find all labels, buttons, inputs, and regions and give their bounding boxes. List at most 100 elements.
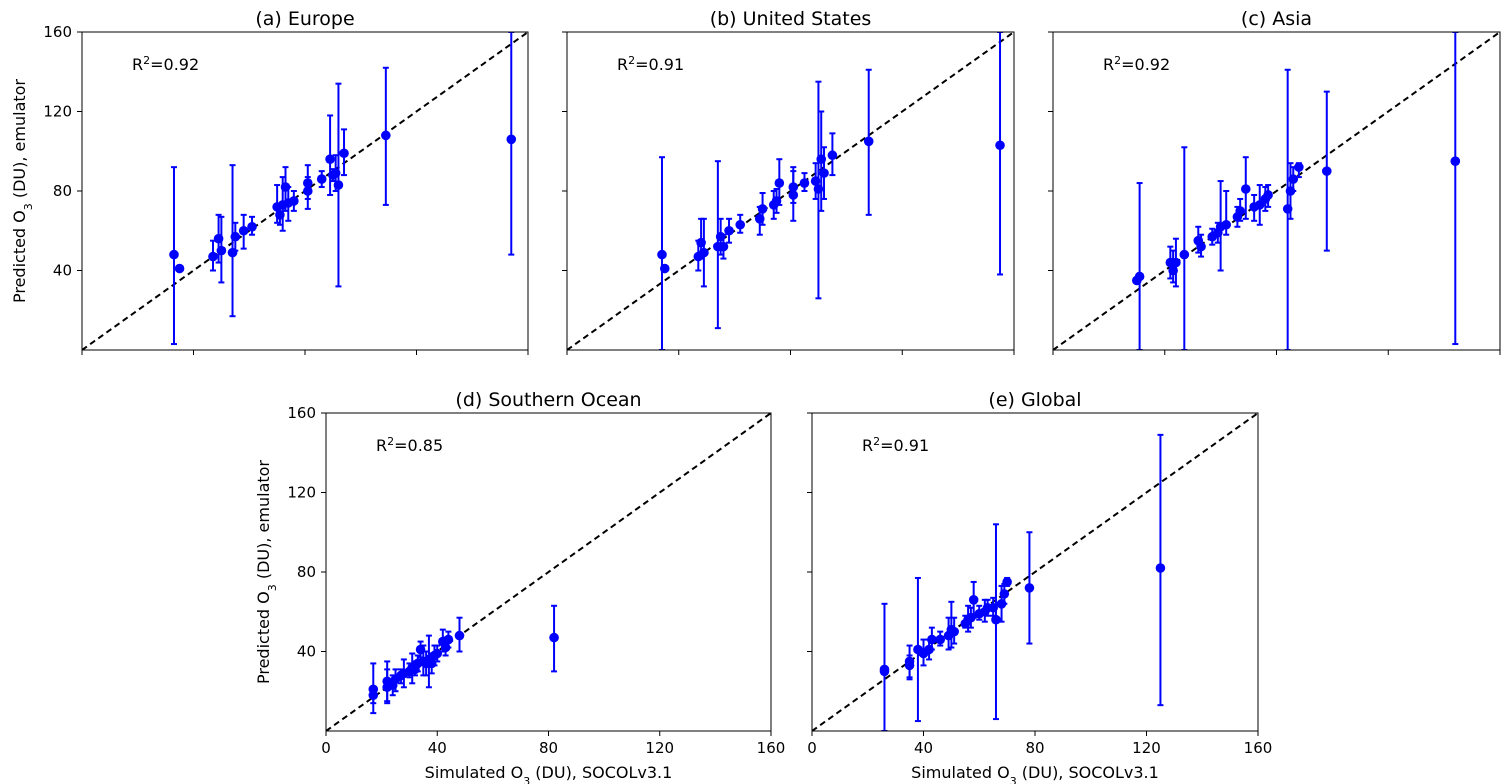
data-point [325,154,335,164]
data-point [949,626,959,637]
data-point [991,614,1001,625]
panel-1: (a) Europe 40 80 120 160 R2=0.92 Predicted O3 … [10,8,529,355]
y-tick-label: 40 [53,262,72,280]
one-to-one-line [812,413,1258,731]
data-point [213,233,224,244]
x-tick-label: 0 [321,739,331,757]
data-point [715,231,726,242]
data-point [238,225,249,236]
data-point [999,589,1010,599]
x-tick-label: 40 [914,739,933,757]
y-tick-label: 80 [53,182,72,200]
y-axis-label: Predicted O3 (DU), emulator [10,79,35,303]
x-tick-label: 160 [1244,739,1273,757]
errorbar [229,164,236,318]
data-point [1155,563,1166,573]
data-point [1134,271,1145,282]
data-point [1168,265,1178,276]
r-squared-label: R2=0.91 [617,54,684,75]
data-point [995,140,1005,151]
data-point [1171,257,1181,268]
data-point [1002,577,1012,587]
data-point [216,245,227,256]
r-squared-label: R2=0.91 [862,435,929,456]
data-point [718,241,729,252]
data-point [657,249,667,260]
x-tick-label: 80 [1025,739,1044,757]
data-point [696,237,706,248]
plot-area [82,32,528,350]
data-point [440,642,451,653]
data-point [935,634,946,645]
data-point [988,602,998,613]
y-tick-label: 120 [43,103,72,121]
data-point [863,136,874,147]
data-point [381,130,391,141]
data-point [316,174,327,184]
data-point [1285,186,1296,196]
data-point [1221,219,1232,230]
data-point [966,612,976,623]
data-point [443,634,454,645]
one-to-one-line [567,32,1014,350]
data-point [724,225,734,236]
data-point [816,154,827,164]
data-point [1263,190,1273,200]
panel-title: (b) United States [710,8,872,30]
data-point [333,180,344,190]
plot-area [326,413,771,731]
data-point [339,148,349,159]
errorbar [1181,146,1188,350]
data-point [1240,184,1251,194]
errorbar [948,600,955,649]
data-point [227,247,238,258]
data-point [247,221,257,232]
r-squared-label: R2=0.92 [1103,54,1170,75]
data-point [659,263,670,274]
one-to-one-line [1053,32,1500,350]
data-point [280,182,291,192]
r-squared-label: R2=0.85 [376,435,443,456]
data-point [699,247,709,258]
panel-4: (d) Southern Ocean 0 40 80 120 160 40 80 120 160 R… [254,389,785,784]
data-point [1288,174,1299,184]
x-tick-label: 80 [539,739,558,757]
data-point [754,214,765,224]
panel-title: (a) Europe [255,8,354,30]
data-point [169,249,179,260]
data-point [1321,166,1332,176]
x-tick-label: 40 [428,739,447,757]
data-point [174,263,185,274]
panel-3: (c) Asia R2=0.92 [1048,8,1501,355]
data-point [1450,156,1461,166]
data-point [996,599,1007,609]
x-tick-label: 120 [645,739,674,757]
data-point [208,251,218,262]
plot-area [1053,32,1500,350]
data-point [1235,206,1245,216]
data-point [289,196,299,206]
data-point [788,190,799,200]
plot-area [812,413,1258,731]
panel-title: (c) Asia [1241,8,1312,30]
data-point [819,168,829,178]
y-tick-label: 160 [287,404,316,422]
y-tick-label: 80 [297,563,316,581]
errorbar [1452,32,1459,346]
x-tick-label: 0 [807,739,817,757]
data-point [1282,204,1293,214]
panel-5: (e) Global 0 40 80 120 160 R2=0.91 Simulated O3… [807,389,1272,784]
data-point [788,182,799,192]
data-point [330,168,341,178]
y-tick-label: 40 [297,643,316,661]
data-point [757,204,768,214]
data-point [1024,583,1035,593]
data-point [506,134,517,145]
data-point [302,178,313,188]
data-point [968,595,979,605]
data-point [454,630,465,641]
errorbar [1136,182,1143,350]
panel-title: (e) Global [988,389,1081,411]
y-tick-label: 120 [287,484,316,502]
